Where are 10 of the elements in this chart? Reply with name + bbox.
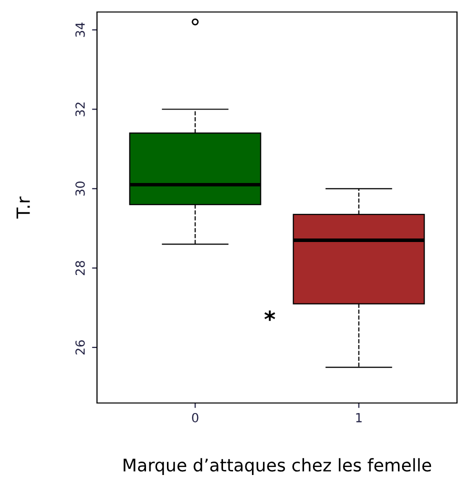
y-axis-title: T.r xyxy=(16,196,30,219)
y-tick-label: 26 xyxy=(75,340,85,354)
y-tick-label: 34 xyxy=(75,22,85,37)
x-tick-label: 1 xyxy=(356,413,362,422)
annotation: * xyxy=(264,310,276,321)
x-tick-label: 0 xyxy=(192,412,198,422)
y-tick-label: 28 xyxy=(75,260,85,276)
y-tick-label: 32 xyxy=(75,102,85,116)
x-axis-title: Marque d’attaques chez les femelle xyxy=(124,458,432,475)
y-tick-label: 30 xyxy=(75,182,85,196)
